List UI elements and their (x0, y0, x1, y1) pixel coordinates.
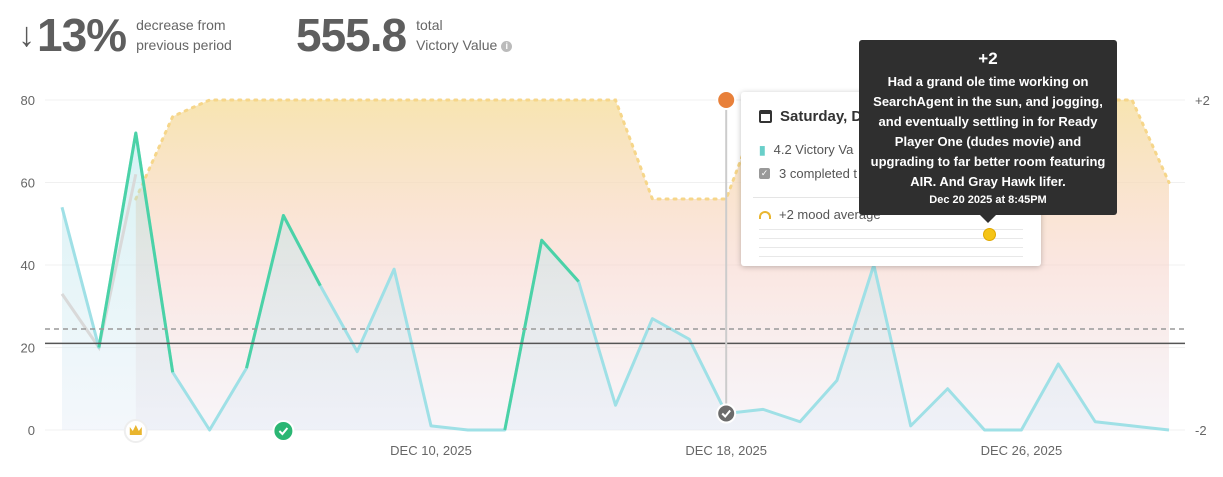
card-victory-value: 4.2 Victory Va (773, 142, 854, 157)
victory-highlight-segment (97, 131, 175, 373)
change-percent: 13% (37, 9, 127, 61)
change-caption: decrease from previous period (136, 17, 232, 53)
bar-chart-icon: ▮ (759, 142, 766, 157)
gauge-icon (759, 210, 771, 219)
verified-badge-icon[interactable] (272, 420, 295, 442)
tooltip-date: Dec 20 2025 at 8:45PM (929, 194, 1047, 206)
check-mark (721, 409, 731, 418)
decrease-stat: ↓ 13% decrease from previous period (18, 8, 232, 62)
x-tick-label: DEC 10, 2025 (390, 443, 472, 458)
tooltip-title: +2 (978, 49, 998, 68)
tooltip-body: Had a grand ole time working on SearchAg… (870, 74, 1106, 189)
victory-highlight-segment (503, 238, 580, 431)
y2-tick-label: -2 (1195, 423, 1207, 438)
check-circle-icon[interactable] (716, 403, 737, 424)
checkbox-icon: ✓ (759, 168, 770, 179)
y-tick-label: 20 (21, 341, 35, 356)
crown-icon (129, 425, 142, 435)
smiley-icon[interactable] (716, 90, 737, 110)
victory-highlight-segment (245, 214, 322, 369)
card-mood-average: +2 mood average (779, 207, 881, 222)
y-tick-label: 0 (28, 423, 35, 438)
verified-check (278, 427, 289, 436)
y2-tick-label: +2 (1195, 93, 1210, 108)
mood-dot[interactable] (983, 228, 996, 241)
info-icon[interactable]: i (501, 40, 513, 52)
calendar-icon (759, 110, 772, 123)
y-tick-label: 60 (21, 176, 35, 191)
card-completed: 3 completed t (779, 166, 858, 181)
total-stat: 555.8 total Victory Value i (296, 8, 513, 62)
total-victory-value: 555.8 (296, 9, 407, 61)
card-date: Saturday, De (780, 108, 871, 125)
y-tick-label: 40 (21, 258, 35, 273)
mood-tooltip: +2 Had a grand ole time working on Searc… (859, 40, 1117, 223)
mini-mood-plot (759, 228, 1023, 257)
x-tick-label: DEC 26, 2025 (981, 443, 1063, 458)
total-caption: total Victory Value i (416, 15, 513, 55)
victory-area (62, 133, 1169, 430)
y-tick-label: 80 (21, 93, 35, 108)
x-tick-label: DEC 18, 2025 (685, 443, 767, 458)
down-arrow-icon: ↓ (18, 15, 35, 54)
